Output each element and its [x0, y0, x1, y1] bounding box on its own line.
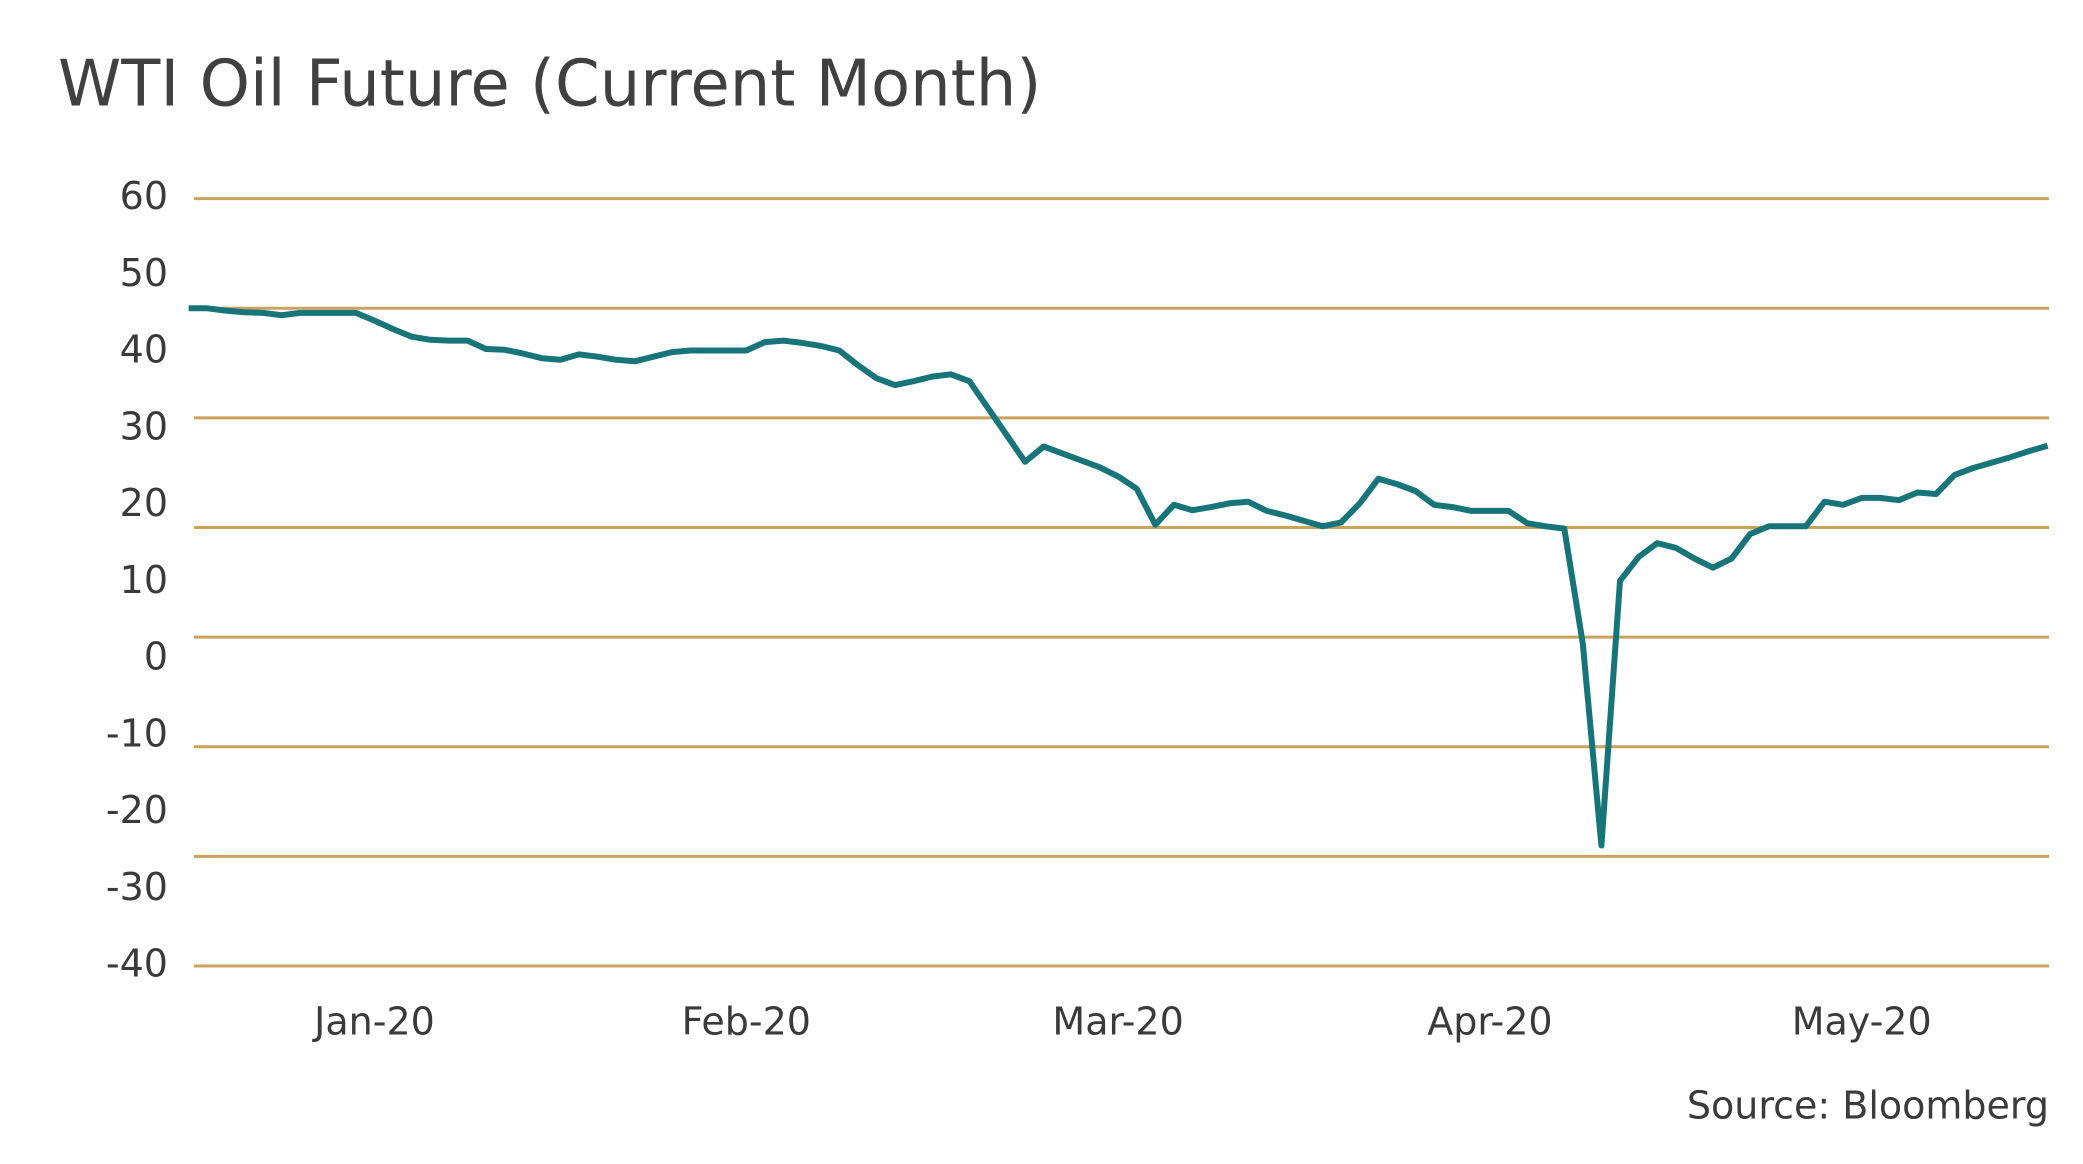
x-tick-label: Jan-20: [312, 1000, 435, 1044]
x-tick-label: Mar-20: [1052, 1000, 1183, 1044]
y-tick-label: -20: [106, 788, 168, 832]
x-tick-label: Feb-20: [682, 1000, 811, 1044]
y-tick-label: -30: [106, 865, 168, 909]
y-tick-label: 10: [120, 558, 168, 602]
y-tick-label: 20: [120, 481, 168, 525]
chart-title: WTI Oil Future (Current Month): [58, 48, 1041, 122]
y-tick-label: 30: [120, 404, 168, 448]
x-tick-label: May-20: [1792, 1000, 1932, 1044]
source-note: Source: Bloomberg: [1687, 1084, 2049, 1128]
y-tick-label: 60: [120, 174, 168, 218]
data-line: [188, 305, 2049, 849]
x-tick-label: Apr-20: [1427, 1000, 1552, 1044]
y-tick-label: 0: [144, 635, 168, 679]
y-tick-label: -40: [106, 942, 168, 986]
y-tick-label: 40: [120, 328, 168, 372]
y-tick-label: -10: [106, 711, 168, 755]
y-tick-label: 50: [120, 251, 168, 295]
